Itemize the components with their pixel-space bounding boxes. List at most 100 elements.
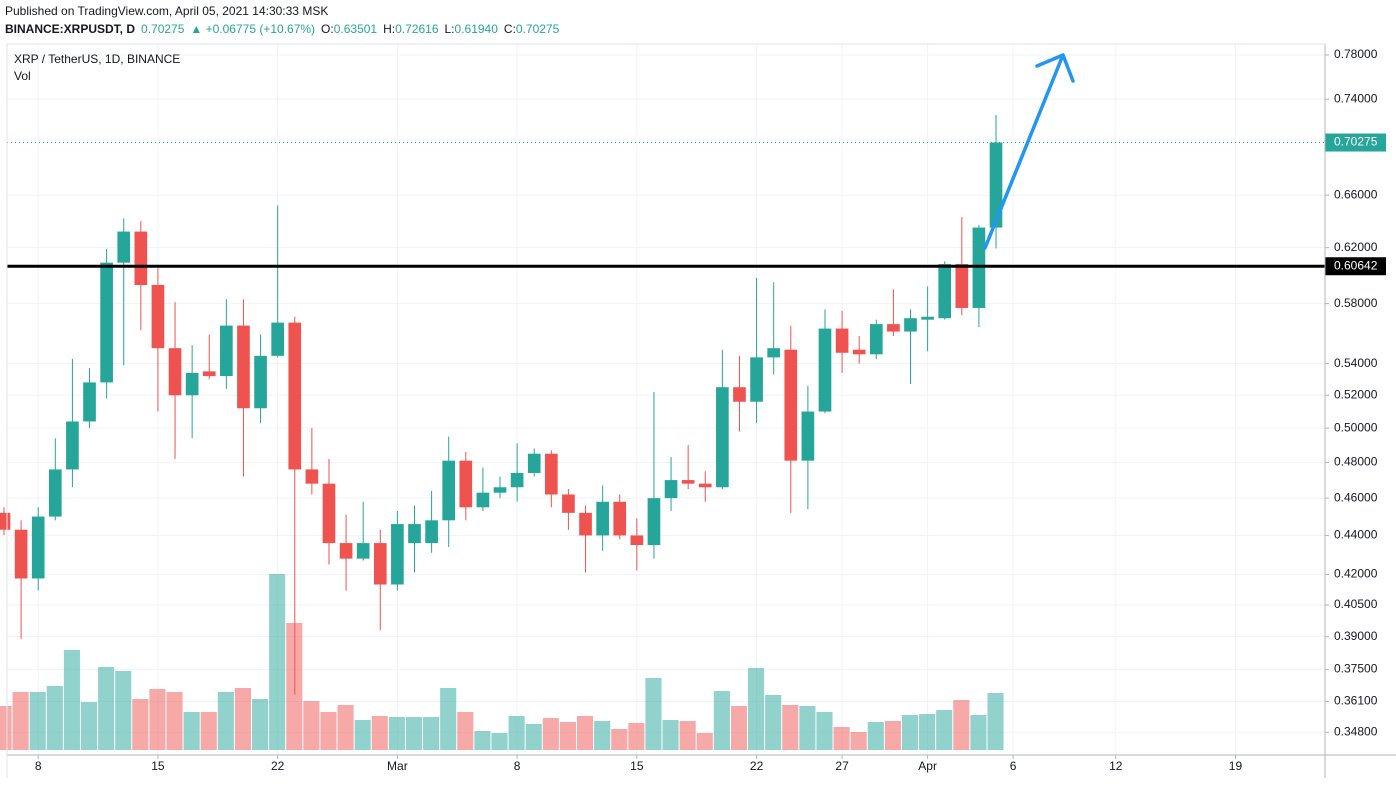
volume-bar — [628, 723, 645, 750]
x-tick-label: 15 — [630, 759, 644, 773]
y-tick-label: 0.34800 — [1334, 724, 1378, 738]
candle-body — [972, 227, 986, 308]
candle-body — [100, 262, 113, 383]
ohlc-value: 0.72616 — [395, 22, 439, 36]
volume-bar — [371, 716, 388, 750]
candle-body — [647, 498, 661, 546]
volume-bar — [252, 699, 269, 750]
candle-body — [476, 492, 490, 508]
x-tick-label: 8 — [35, 759, 42, 773]
volume-bar — [679, 721, 696, 750]
volume-layer — [0, 574, 1004, 750]
candle-body — [254, 355, 267, 409]
volume-bar — [405, 717, 423, 750]
candle-body — [305, 469, 319, 484]
chart-title: XRP / TetherUS, 1D, BINANCE — [14, 52, 180, 66]
volume-bar — [149, 689, 166, 750]
x-tick-label: 8 — [514, 759, 521, 773]
volume-bar — [833, 727, 850, 750]
y-tick-label: 0.58000 — [1334, 296, 1378, 310]
grid — [7, 44, 1325, 755]
volume-bar — [542, 718, 559, 750]
candle-body — [391, 524, 404, 585]
volume-bar — [662, 720, 679, 750]
volume-bar — [576, 716, 594, 750]
x-tick-label: Apr — [918, 759, 937, 773]
volume-bar — [132, 699, 149, 750]
candle-body — [955, 264, 969, 308]
y-tick-label: 0.78000 — [1334, 47, 1378, 61]
y-tick-label: 0.37500 — [1334, 662, 1378, 676]
y-tick-label: 0.36100 — [1334, 694, 1378, 708]
x-tick-label: 15 — [151, 759, 165, 773]
change: ▲ +0.06775 (+10.67%) — [190, 22, 315, 36]
symbol-line: BINANCE:XRPUSDT, D 0.70275 ▲ +0.06775 (+10… — [5, 22, 560, 36]
volume-bar — [12, 692, 29, 750]
candle-body — [527, 453, 541, 473]
y-tick-label: 0.50000 — [1334, 420, 1378, 434]
candle-body — [220, 325, 233, 377]
volume-bar — [115, 671, 132, 750]
y-tick-label: 0.54000 — [1334, 356, 1378, 370]
candle-body — [698, 483, 712, 488]
candle-body — [938, 264, 952, 319]
volume-bar — [0, 706, 12, 750]
candle-body — [459, 460, 473, 508]
candle-body — [630, 535, 644, 546]
candle-body — [117, 231, 131, 263]
volume-bar — [217, 692, 234, 750]
x-tick-label: 22 — [271, 759, 285, 773]
volume-bar — [183, 712, 200, 750]
volume-bar — [474, 731, 491, 750]
ohlc-label: L: — [445, 22, 455, 36]
overlay-layer: 0.60642 0.70275 — [7, 53, 1386, 276]
candle-body — [767, 348, 781, 358]
candle-body — [681, 480, 695, 484]
candle-body — [271, 322, 284, 356]
candle-body — [83, 382, 96, 422]
candle-body — [818, 328, 832, 412]
x-tick-label: Mar — [387, 759, 408, 773]
ohlc-label: O: — [321, 22, 334, 36]
candle-body — [442, 460, 456, 521]
ohlc-label: C: — [504, 22, 516, 36]
y-tick-label: 0.44000 — [1334, 528, 1378, 542]
y-tick-label: 0.74000 — [1334, 91, 1378, 105]
candle-body — [185, 372, 199, 396]
candle-body — [733, 387, 746, 402]
volume-bar — [884, 721, 901, 750]
y-tick-label: 0.46000 — [1334, 490, 1378, 504]
x-tick-label: 27 — [835, 759, 849, 773]
y-tick-label: 0.42000 — [1334, 567, 1378, 581]
candle-body — [168, 348, 182, 396]
volume-bar — [936, 710, 953, 750]
volume-label: Vol — [14, 69, 31, 83]
volume-bar — [98, 667, 115, 750]
candle-body — [716, 387, 729, 488]
candle-body — [202, 371, 216, 377]
candle-body — [801, 411, 815, 461]
volume-bar — [337, 705, 354, 750]
candle-body — [425, 520, 438, 544]
volume-bar — [953, 700, 970, 750]
volume-bar — [440, 688, 457, 750]
candle-body — [373, 543, 387, 585]
candle-body — [322, 483, 336, 544]
volume-bar — [987, 693, 1004, 750]
y-tick-label: 0.40500 — [1334, 597, 1378, 611]
published: Published on TradingView.com, April 05, … — [5, 4, 328, 18]
level-label-bg — [1325, 257, 1386, 276]
trend-arrow — [983, 53, 1075, 250]
candle-body — [493, 487, 507, 493]
candle-body — [596, 501, 609, 536]
candle-body — [835, 328, 849, 353]
candle-body — [579, 512, 592, 536]
volume-bar — [594, 721, 611, 750]
volume-bar — [457, 712, 474, 750]
volume-bar — [748, 668, 765, 750]
candle-body — [869, 324, 883, 355]
y-tick-label: 0.62000 — [1334, 240, 1378, 254]
volume-bar — [29, 692, 46, 750]
candle-body — [562, 494, 575, 513]
